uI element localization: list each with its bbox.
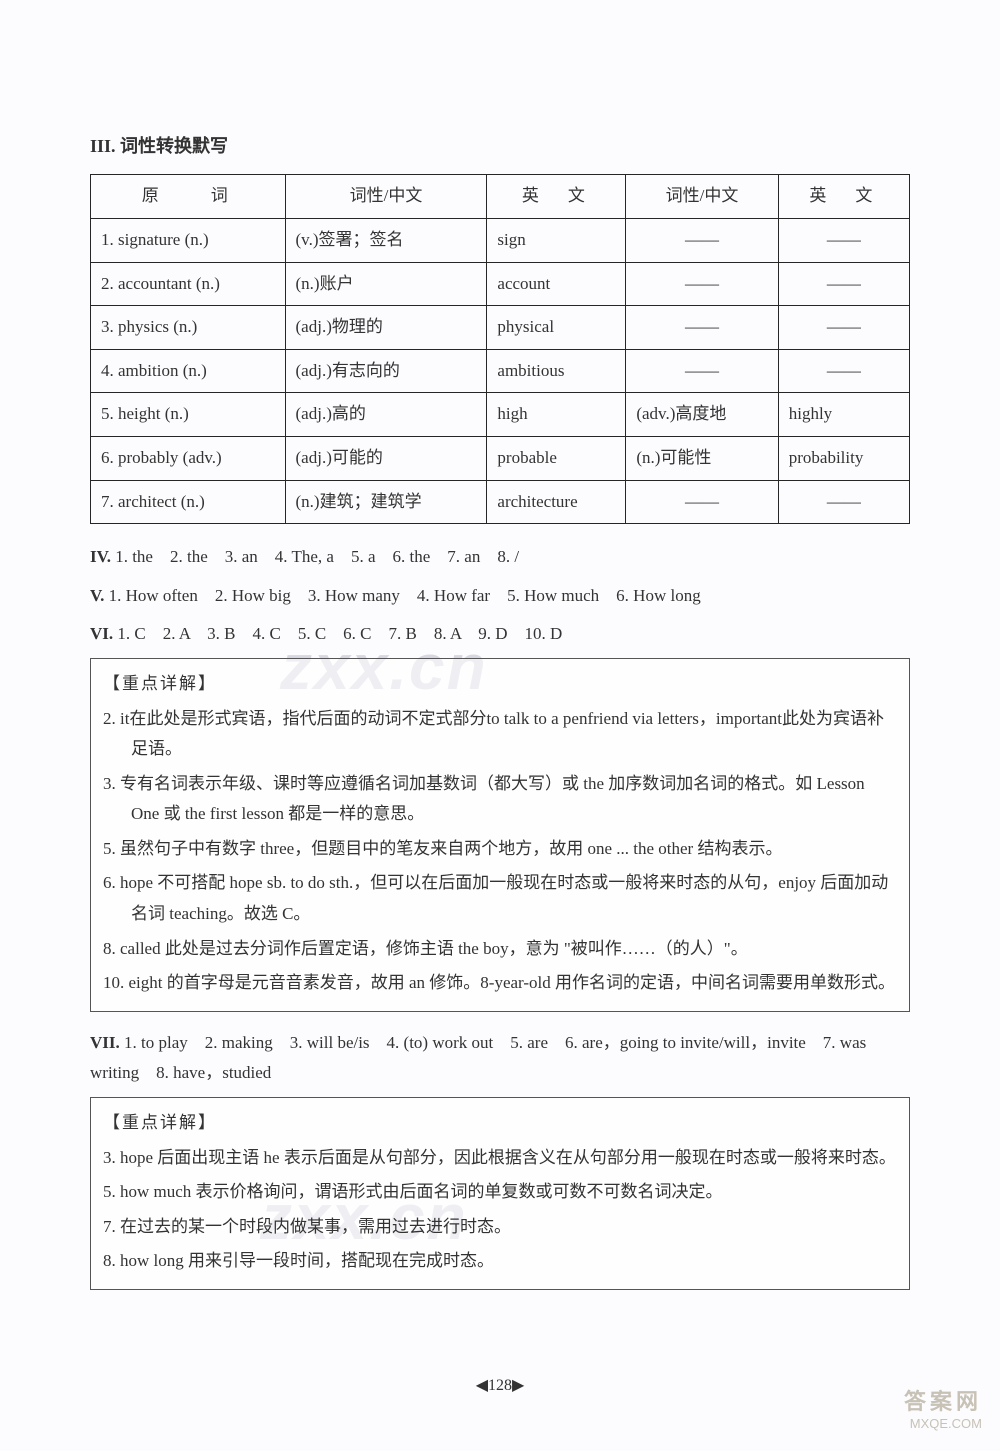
th-pos1: 词性/中文	[285, 175, 487, 219]
table-cell: ——	[778, 306, 909, 350]
table-cell: ——	[626, 349, 778, 393]
table-cell: sign	[487, 218, 626, 262]
table-cell: 5. height (n.)	[91, 393, 286, 437]
table-cell: ——	[626, 480, 778, 524]
table-cell: highly	[778, 393, 909, 437]
table-cell: architecture	[487, 480, 626, 524]
table-row: 6. probably (adv.)(adj.)可能的probable(n.)可…	[91, 436, 910, 480]
explain-item: 3. hope 后面出现主语 he 表示后面是从句部分，因此根据含义在从句部分用…	[103, 1143, 897, 1174]
section5-label: V.	[90, 586, 104, 605]
section6-label: VI.	[90, 624, 113, 643]
explain1-title: 【重点详解】	[103, 669, 897, 700]
th-source: 原 词	[91, 175, 286, 219]
table-row: 2. accountant (n.)(n.)账户account————	[91, 262, 910, 306]
section7-text: 1. to play 2. making 3. will be/is 4. (t…	[90, 1033, 866, 1083]
section4-text: 1. the 2. the 3. an 4. The, a 5. a 6. th…	[111, 547, 519, 566]
table-cell: (adv.)高度地	[626, 393, 778, 437]
table-cell: probability	[778, 436, 909, 480]
explain-item: 7. 在过去的某一个时段内做某事，需用过去进行时态。	[103, 1212, 897, 1243]
section5-text: 1. How often 2. How big 3. How many 4. H…	[104, 586, 700, 605]
explain-item: 5. how much 表示价格询问，谓语形式由后面名词的单复数或可数不可数名词…	[103, 1177, 897, 1208]
table-cell: ——	[778, 349, 909, 393]
explain-item: 3. 专有名词表示年级、课时等应遵循名词加基数词（都大写）或 the 加序数词加…	[103, 769, 897, 830]
table-cell: (adj.)高的	[285, 393, 487, 437]
table-cell: physical	[487, 306, 626, 350]
table-cell: ——	[626, 218, 778, 262]
table-cell: probable	[487, 436, 626, 480]
table-cell: high	[487, 393, 626, 437]
explain-item: 8. how long 用来引导一段时间，搭配现在完成时态。	[103, 1246, 897, 1277]
table-cell: (adj.)有志向的	[285, 349, 487, 393]
table-row: 4. ambition (n.)(adj.)有志向的ambitious————	[91, 349, 910, 393]
table-cell: ——	[626, 306, 778, 350]
th-pos2: 词性/中文	[626, 175, 778, 219]
table-cell: 4. ambition (n.)	[91, 349, 286, 393]
table-cell: 2. accountant (n.)	[91, 262, 286, 306]
section4-label: IV.	[90, 547, 111, 566]
table-cell: 7. architect (n.)	[91, 480, 286, 524]
corner-branding: 答案网 MXQE.COM	[904, 1388, 982, 1433]
table-row: 5. height (n.)(adj.)高的high(adv.)高度地highl…	[91, 393, 910, 437]
section6-text: 1. C 2. A 3. B 4. C 5. C 6. C 7. B 8. A …	[113, 624, 562, 643]
table-cell: (adj.)可能的	[285, 436, 487, 480]
table-cell: ——	[778, 262, 909, 306]
explanation-box-2: 【重点详解】 3. hope 后面出现主语 he 表示后面是从句部分，因此根据含…	[90, 1097, 910, 1290]
table-cell: 1. signature (n.)	[91, 218, 286, 262]
explain-item: 8. called 此处是过去分词作后置定语，修饰主语 the boy，意为 "…	[103, 934, 897, 965]
table-row: 7. architect (n.)(n.)建筑；建筑学architecture—…	[91, 480, 910, 524]
explain2-title: 【重点详解】	[103, 1108, 897, 1139]
table-cell: 3. physics (n.)	[91, 306, 286, 350]
table-row: 3. physics (n.)(adj.)物理的physical————	[91, 306, 910, 350]
table-cell: (n.)可能性	[626, 436, 778, 480]
explanation-box-1: 【重点详解】 2. it在此处是形式宾语，指代后面的动词不定式部分to talk…	[90, 658, 910, 1012]
th-eng1: 英 文	[487, 175, 626, 219]
table-row: 1. signature (n.)(v.)签署；签名sign————	[91, 218, 910, 262]
section3-title: III. 词性转换默写	[90, 130, 910, 162]
page-number: ◀128▶	[0, 1372, 1000, 1401]
th-eng2: 英 文	[778, 175, 909, 219]
table-cell: (n.)建筑；建筑学	[285, 480, 487, 524]
section7-label: VII.	[90, 1033, 120, 1052]
table-cell: (adj.)物理的	[285, 306, 487, 350]
table-cell: (v.)签署；签名	[285, 218, 487, 262]
table-cell: account	[487, 262, 626, 306]
section6-answers: VI. 1. C 2. A 3. B 4. C 5. C 6. C 7. B 8…	[90, 619, 910, 650]
table-cell: ——	[626, 262, 778, 306]
table-cell: (n.)账户	[285, 262, 487, 306]
table-header-row: 原 词 词性/中文 英 文 词性/中文 英 文	[91, 175, 910, 219]
table-cell: ——	[778, 218, 909, 262]
section5-answers: V. 1. How often 2. How big 3. How many 4…	[90, 581, 910, 612]
table-cell: 6. probably (adv.)	[91, 436, 286, 480]
corner-url: MXQE.COM	[904, 1416, 982, 1433]
table-cell: ambitious	[487, 349, 626, 393]
section4-answers: IV. 1. the 2. the 3. an 4. The, a 5. a 6…	[90, 542, 910, 573]
explain-item: 2. it在此处是形式宾语，指代后面的动词不定式部分to talk to a p…	[103, 704, 897, 765]
explain-item: 5. 虽然句子中有数字 three，但题目中的笔友来自两个地方，故用 one .…	[103, 834, 897, 865]
section7-answers: VII. 1. to play 2. making 3. will be/is …	[90, 1028, 910, 1089]
corner-ch: 答案网	[904, 1388, 982, 1417]
table-cell: ——	[778, 480, 909, 524]
explain-item: 10. eight 的首字母是元音音素发音，故用 an 修饰。8-year-ol…	[103, 968, 897, 999]
vocabulary-table: 原 词 词性/中文 英 文 词性/中文 英 文 1. signature (n.…	[90, 174, 910, 524]
explain-item: 6. hope 不可搭配 hope sb. to do sth.，但可以在后面加…	[103, 868, 897, 929]
